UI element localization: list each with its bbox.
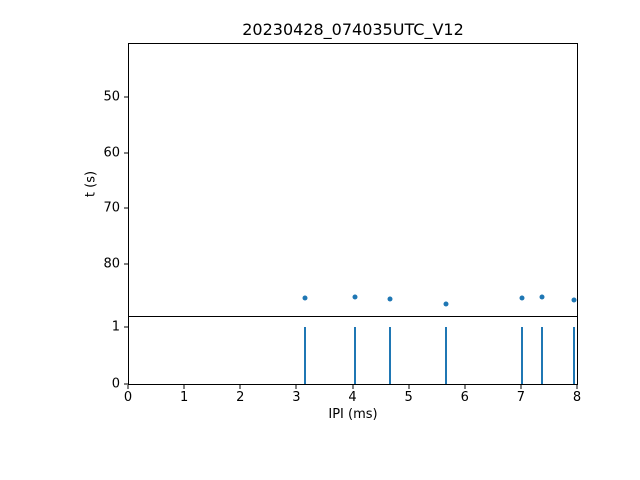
stem-line xyxy=(520,326,523,384)
y-tick-label: 70 xyxy=(103,200,120,216)
x-tick-label: 6 xyxy=(460,390,469,405)
x-tick-label: 5 xyxy=(404,390,413,405)
scatter-point xyxy=(443,301,449,307)
scatter-point xyxy=(571,297,577,303)
x-tick-label: 3 xyxy=(292,390,301,405)
x-axis-label: IPI (ms) xyxy=(328,407,378,422)
y-tick-mark xyxy=(124,383,128,385)
x-tick-label: 1 xyxy=(179,390,189,405)
x-tick-mark xyxy=(576,385,578,389)
x-tick-mark xyxy=(183,385,185,389)
stem-axes xyxy=(128,317,578,385)
stem-line xyxy=(540,326,543,384)
scatter-point xyxy=(519,295,525,301)
stem-line xyxy=(389,326,392,384)
chart-title: 20230428_074035UTC_V12 xyxy=(242,20,464,39)
x-tick-label: 2 xyxy=(236,390,245,405)
x-tick-mark xyxy=(295,385,297,389)
y-tick-label: 60 xyxy=(103,145,120,161)
x-tick-mark xyxy=(127,385,129,389)
y-tick-mark xyxy=(124,207,128,209)
y-tick-mark xyxy=(124,263,128,265)
y-tick-mark xyxy=(124,326,128,328)
x-tick-label: 4 xyxy=(348,390,357,405)
x-tick-mark xyxy=(464,385,466,389)
x-tick-mark xyxy=(352,385,353,389)
x-tick-label: 0 xyxy=(123,390,133,405)
scatter-point xyxy=(352,294,358,299)
scatter-point xyxy=(539,294,545,299)
stem-line xyxy=(304,326,307,384)
x-tick-label: 7 xyxy=(516,390,526,405)
stem-line xyxy=(444,326,447,384)
scatter-point xyxy=(302,295,308,301)
y-tick-mark xyxy=(124,152,128,154)
y-tick-mark xyxy=(124,96,128,98)
y-tick-label: 50 xyxy=(103,89,120,105)
scatter-axes xyxy=(128,43,578,317)
y-tick-label: 1 xyxy=(111,319,120,335)
stem-line xyxy=(573,326,576,384)
x-tick-label: 8 xyxy=(572,390,582,405)
y-tick-label: 80 xyxy=(103,256,120,272)
stem-line xyxy=(353,326,356,384)
scatter-point xyxy=(387,296,393,302)
x-tick-mark xyxy=(408,385,410,389)
x-tick-mark xyxy=(520,385,522,389)
x-tick-mark xyxy=(239,385,241,389)
y-tick-label: 0 xyxy=(111,376,120,392)
y-axis-label: t (s) xyxy=(83,170,99,198)
